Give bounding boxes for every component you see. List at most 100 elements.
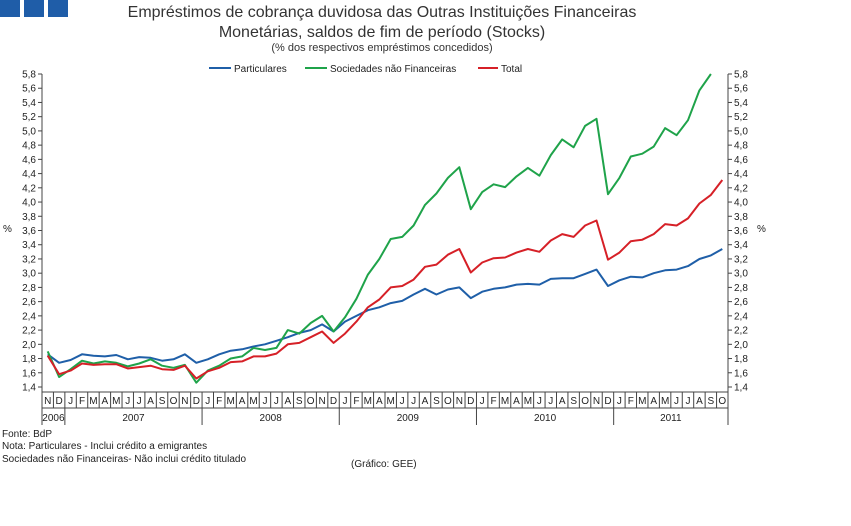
y-tick-label-left: 4,6 — [22, 155, 36, 166]
plot-lines — [46, 73, 724, 384]
y-tick-label-left: 5,4 — [22, 98, 36, 109]
brand-square-1 — [0, 0, 20, 17]
y-tick-label-right: 1,4 — [734, 383, 748, 394]
x-month-label: J — [137, 396, 142, 407]
y-tick-label-left: 4,0 — [22, 198, 36, 209]
x-month-label: S — [433, 396, 440, 407]
y-tick-label-right: 2,0 — [734, 340, 748, 351]
x-month-label: J — [274, 396, 279, 407]
y-tick-label-right: 3,4 — [734, 240, 748, 251]
brand-square-3 — [48, 0, 68, 17]
x-month-label: J — [400, 396, 405, 407]
y-tick-label-right: 3,0 — [734, 269, 748, 280]
x-month-label: A — [239, 396, 246, 407]
y-tick-label-right: 5,2 — [734, 112, 748, 123]
y-tick-label-left: 3,4 — [22, 240, 36, 251]
x-month-label: O — [444, 396, 452, 407]
y-tick-label-left: 4,4 — [22, 169, 36, 180]
x-month-label: N — [456, 396, 463, 407]
y-tick-label-right: 2,8 — [734, 283, 748, 294]
x-month-label: J — [537, 396, 542, 407]
y-tick-label-right: 4,2 — [734, 183, 748, 194]
y-tick-label-right: 2,6 — [734, 297, 748, 308]
x-month-label: F — [79, 396, 85, 407]
x-month-label: N — [593, 396, 600, 407]
y-tick-label-right: 4,6 — [734, 155, 748, 166]
x-year-label: 2011 — [660, 413, 682, 424]
x-month-label: O — [307, 396, 315, 407]
x-month-label: J — [548, 396, 553, 407]
chart-title-line-2: Monetárias, saldos de fim de período (St… — [219, 24, 545, 41]
x-year-label: 2010 — [534, 413, 557, 424]
y-tick-label-left: 2,2 — [22, 326, 36, 337]
y-tick-label-left: 2,0 — [22, 340, 36, 351]
series-line-sociedades — [46, 73, 712, 384]
x-month-label: M — [89, 396, 97, 407]
chart-title-line-1: Empréstimos de cobrança duvidosa das Out… — [128, 4, 637, 21]
x-month-label: M — [364, 396, 372, 407]
x-month-label: A — [422, 396, 429, 407]
x-month-label: J — [480, 396, 485, 407]
y-tick-label-left: 4,8 — [22, 141, 36, 152]
x-month-label: J — [68, 396, 73, 407]
y-tick-label-right: 4,8 — [734, 141, 748, 152]
y-tick-label-left: 5,8 — [22, 70, 36, 81]
y-tick-label-right: 5,0 — [734, 126, 748, 137]
x-month-label: A — [513, 396, 520, 407]
x-month-label: M — [524, 396, 532, 407]
x-month-label: A — [559, 396, 566, 407]
y-tick-label-right: 2,4 — [734, 311, 748, 322]
x-month-label: A — [376, 396, 383, 407]
x-month-label: M — [638, 396, 646, 407]
y-axis-left-label: % — [3, 224, 12, 235]
x-month-label: N — [44, 396, 51, 407]
x-month-label: D — [56, 396, 63, 407]
x-month-label: J — [125, 396, 130, 407]
y-tick-label-left: 3,2 — [22, 254, 36, 265]
x-month-label: S — [296, 396, 303, 407]
y-tick-label-left: 3,0 — [22, 269, 36, 280]
y-tick-label-right: 5,6 — [734, 84, 748, 95]
x-month-label: D — [467, 396, 474, 407]
y-tick-label-left: 3,6 — [22, 226, 36, 237]
x-year-label: 2006 — [42, 413, 65, 424]
x-month-label: J — [411, 396, 416, 407]
x-month-label: J — [262, 396, 267, 407]
legend-label-particulares: Particulares — [234, 64, 287, 75]
axes: 1,4 1,4 1,6 1,6 1,8 1,8 2,0 2,0 2,2 2,2 2,4 2,4 2,6 2… — [22, 70, 748, 425]
x-month-label: F — [353, 396, 359, 407]
footer-note-2: Sociedades não Financeiras- Não inclui c… — [2, 454, 246, 465]
x-month-label: S — [570, 396, 577, 407]
x-month-label: O — [718, 396, 726, 407]
y-tick-label-left: 3,8 — [22, 212, 36, 223]
x-month-label: N — [181, 396, 188, 407]
x-month-label: A — [284, 396, 291, 407]
y-tick-label-right: 1,6 — [734, 368, 748, 379]
y-tick-label-left: 5,6 — [22, 84, 36, 95]
y-tick-label-right: 1,8 — [734, 354, 748, 365]
x-year-label: 2008 — [260, 413, 283, 424]
x-month-label: A — [102, 396, 109, 407]
y-tick-label-left: 2,4 — [22, 311, 36, 322]
x-month-label: A — [147, 396, 154, 407]
x-month-label: J — [617, 396, 622, 407]
y-tick-label-right: 3,8 — [734, 212, 748, 223]
y-tick-label-left: 2,8 — [22, 283, 36, 294]
x-month-label: F — [491, 396, 497, 407]
x-month-label: D — [193, 396, 200, 407]
x-year-label: 2009 — [397, 413, 420, 424]
y-tick-label-right: 3,2 — [734, 254, 748, 265]
x-month-label: S — [159, 396, 166, 407]
y-tick-label-left: 1,8 — [22, 354, 36, 365]
x-month-label: J — [674, 396, 679, 407]
series-line-total — [46, 179, 724, 380]
y-tick-label-left: 5,2 — [22, 112, 36, 123]
x-month-label: D — [330, 396, 337, 407]
x-month-label: J — [205, 396, 210, 407]
brand-logo — [0, 0, 68, 17]
x-month-label: A — [650, 396, 657, 407]
x-month-label: M — [249, 396, 257, 407]
x-month-label: D — [604, 396, 611, 407]
legend: Particulares Sociedades não Financeiras … — [209, 64, 522, 75]
